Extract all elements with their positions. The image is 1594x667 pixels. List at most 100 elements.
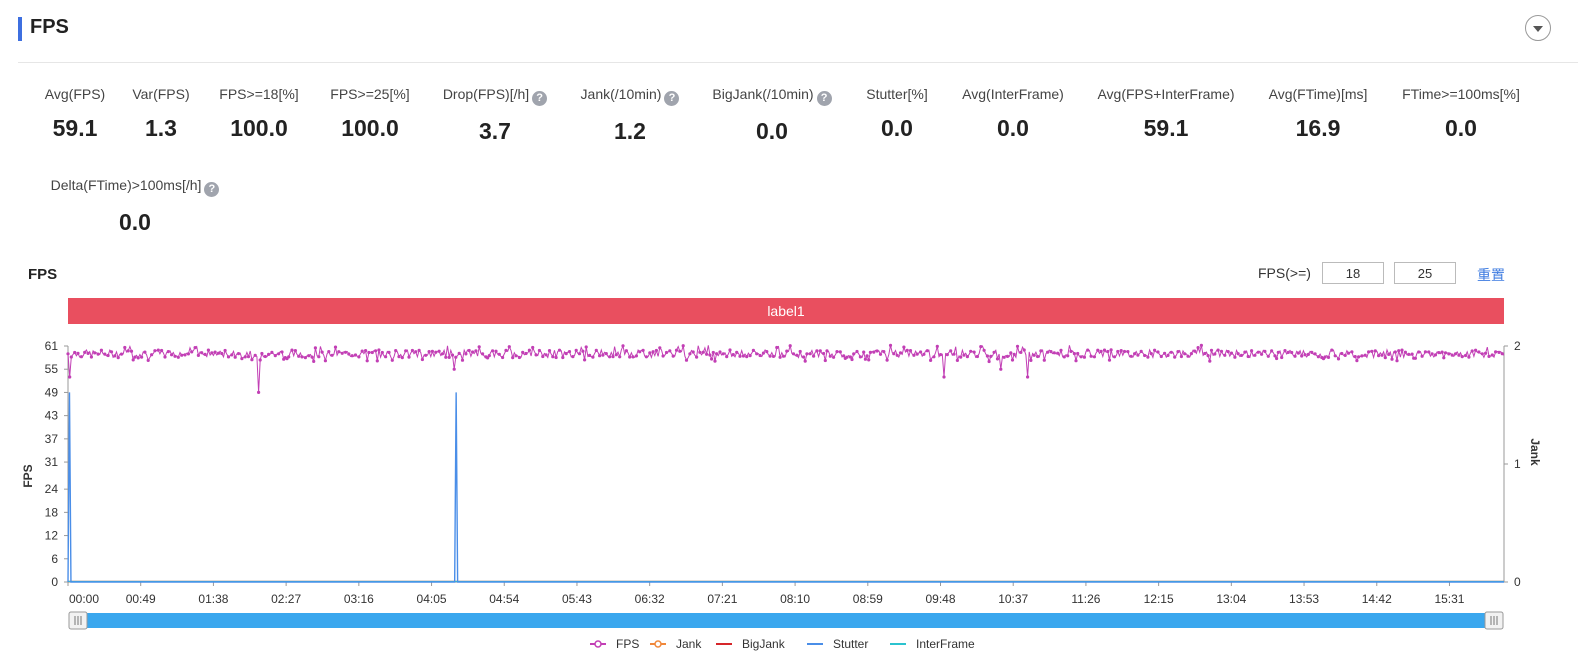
fps-point: [758, 353, 762, 358]
fps-point: [915, 352, 919, 356]
fps-point: [661, 354, 665, 358]
fps-point: [390, 358, 394, 362]
help-icon[interactable]: ?: [664, 91, 680, 106]
fps-point: [1209, 348, 1214, 352]
fps-point: [845, 355, 849, 359]
fps-point: [828, 354, 832, 358]
fps-point: [561, 355, 565, 360]
fps-point: [143, 350, 147, 354]
fps-point: [1417, 350, 1421, 354]
fps-point: [1316, 355, 1320, 359]
fps-point: [791, 352, 796, 356]
fps-point: [725, 355, 729, 359]
fps-point: [1410, 352, 1414, 356]
fps-point: [312, 359, 316, 363]
metric-label: Stutter[%]: [797, 85, 997, 103]
fps-point: [708, 353, 712, 357]
fps-point: [1062, 355, 1066, 359]
fps-point: [96, 352, 100, 356]
fps-point: [257, 390, 261, 394]
fps-point: [713, 359, 717, 363]
fps-point: [867, 358, 871, 362]
fps-point: [614, 353, 618, 357]
fps-point: [150, 353, 154, 357]
metric-label-text: FPS>=25[%]: [330, 86, 410, 102]
fps-point: [1296, 351, 1300, 355]
metric-label-text: Jank(/10min): [580, 86, 662, 102]
fps-point: [711, 350, 715, 355]
fps-point: [1092, 355, 1096, 359]
fps-point: [1069, 349, 1073, 353]
fps-point: [1442, 356, 1446, 360]
fps-point: [815, 349, 819, 353]
metric-value: 0.0: [119, 209, 151, 235]
fps-point: [357, 355, 361, 359]
fps-point: [557, 348, 562, 352]
fps-point: [440, 352, 445, 356]
fps-point: [287, 355, 291, 359]
fps-point: [73, 350, 77, 355]
fps-point: [76, 351, 80, 355]
fps-point: [1390, 357, 1394, 361]
help-icon[interactable]: ?: [816, 91, 832, 106]
fps-point: [176, 355, 180, 359]
fps-point: [1480, 352, 1484, 356]
fps-point: [865, 354, 869, 358]
fps-point: [517, 355, 522, 360]
fps-point: [850, 357, 854, 362]
fps-point: [477, 345, 481, 349]
fps-point: [300, 355, 304, 359]
fps-point: [908, 349, 913, 353]
fps-point: [320, 350, 324, 354]
y-left-tick-label: 31: [45, 455, 59, 469]
metric-label: FPS>=25[%]: [270, 85, 470, 103]
metric-label: BigJank(/10min)?: [672, 85, 872, 106]
fps-point: [297, 354, 301, 358]
fps-point: [374, 349, 378, 353]
fps-point: [226, 355, 231, 359]
fps-point: [527, 348, 532, 352]
fps-point: [113, 354, 117, 358]
fps-point: [778, 355, 782, 359]
fps-point: [420, 357, 424, 362]
help-icon[interactable]: ?: [532, 91, 548, 106]
fps-point: [768, 354, 772, 358]
fps-point: [193, 346, 197, 350]
fps-threshold-high-input[interactable]: [1394, 262, 1456, 284]
fps-point: [567, 350, 572, 354]
metric-fps-25: FPS>=25[%] 100.0: [270, 85, 470, 142]
fps-point: [658, 346, 662, 350]
fps-point: [447, 355, 451, 359]
fps-point: [945, 353, 949, 357]
fps-point: [119, 352, 124, 356]
fps-point: [1082, 355, 1086, 359]
fps-threshold-low-input[interactable]: [1322, 262, 1384, 284]
reset-button[interactable]: 重置: [1477, 267, 1505, 283]
metric-label-text: Avg(InterFrame): [962, 86, 1064, 102]
fps-point: [701, 350, 705, 354]
fps-point: [581, 349, 585, 353]
metric-fps-18: FPS>=18[%] 100.0: [159, 85, 359, 142]
fps-point: [367, 350, 371, 355]
fps-point: [721, 352, 725, 356]
metric-label: Avg(InterFrame): [913, 85, 1113, 103]
fps-point: [1397, 349, 1401, 353]
fps-point: [1089, 354, 1093, 358]
fps-point: [674, 348, 679, 352]
fps-point: [1169, 350, 1173, 354]
y-right-tick-label: 2: [1514, 339, 1521, 353]
legend-stutter-label: Stutter: [833, 637, 868, 651]
collapse-toggle-icon[interactable]: [1525, 15, 1551, 41]
fps-point: [1303, 353, 1307, 357]
x-tick-label: 09:48: [925, 592, 955, 606]
fps-point: [1373, 349, 1377, 353]
metric-label-text: Avg(FPS+InterFrame): [1097, 86, 1235, 102]
legend-jank-label: Jank: [676, 637, 702, 651]
zoom-slider-track[interactable]: [69, 613, 1503, 628]
fps-point: [1360, 354, 1364, 358]
fps-point: [1447, 352, 1451, 356]
fps-point: [491, 349, 495, 353]
fps-point: [1363, 353, 1367, 357]
fps-point: [1146, 355, 1150, 359]
help-icon[interactable]: ?: [204, 182, 220, 197]
